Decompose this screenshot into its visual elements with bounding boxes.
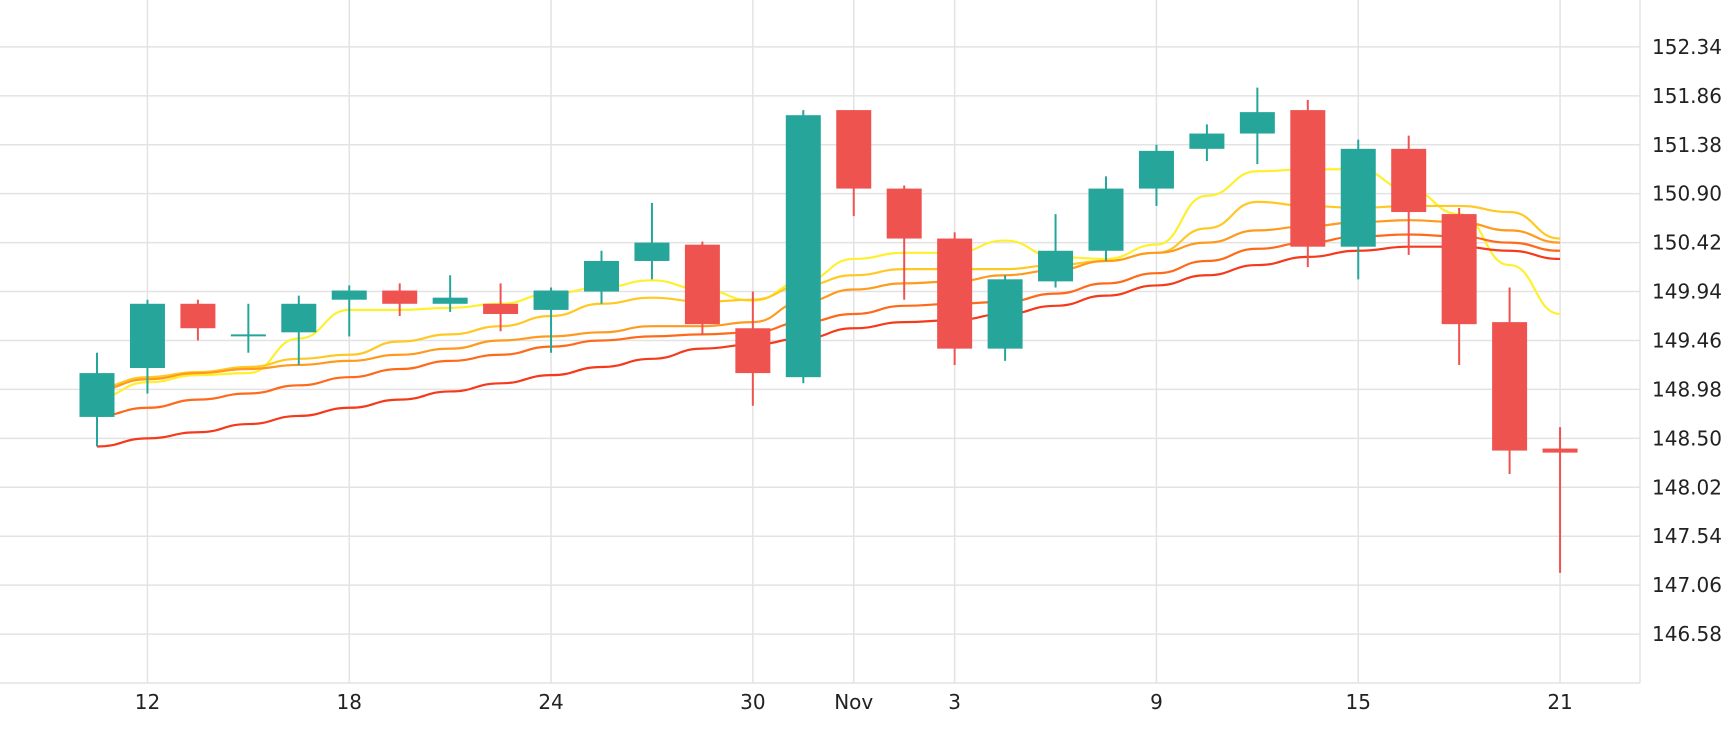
candle [937,232,973,365]
candle-body [1441,214,1477,325]
candle-body [382,290,418,304]
x-tick-label: 15 [1346,690,1371,714]
candle [1138,144,1174,206]
candle-body [1138,150,1174,189]
y-tick-label: 147.06 [1652,573,1722,597]
candle-layer [79,87,1578,573]
moving-average-layer [96,168,1561,448]
candle-body [1088,188,1124,251]
candle-body [331,290,367,300]
candle-body [1239,112,1275,134]
candle [785,110,821,384]
x-tick-label: Nov [834,690,873,714]
moving-average-line-5 [96,245,1561,448]
candle [1492,287,1528,475]
candle-body [129,303,165,369]
candle [735,291,771,406]
y-tick-label: 151.86 [1652,84,1722,108]
y-tick-label: 148.02 [1652,475,1722,499]
candle-body [180,303,216,329]
y-tick-label: 149.94 [1652,280,1722,304]
candle [1340,139,1376,280]
y-tick-label: 146.58 [1652,622,1722,646]
candle [331,285,367,337]
y-tick-label: 152.34 [1652,35,1722,59]
y-tick-label: 147.54 [1652,524,1722,548]
candle [533,287,569,353]
candle [483,283,519,332]
candle [836,110,872,217]
x-tick-label: 24 [538,690,563,714]
candle-body [483,303,519,314]
candle [634,202,670,280]
x-tick-label: 30 [740,690,765,714]
candle-body [79,373,115,417]
candle [129,299,165,394]
candle [987,275,1023,361]
candle-body [584,260,619,292]
candle-body [735,328,771,374]
candle [1441,207,1477,365]
candle [886,185,922,300]
candle-body [937,238,973,349]
candle-body [634,242,670,261]
candle-body [1542,448,1578,453]
candle [230,303,266,353]
x-tick-label: 18 [337,690,362,714]
candle-body [1038,250,1074,282]
y-axis: 146.58 147.06 147.54 148.02 148.50 148.98 149.… [1652,35,1722,646]
y-tick-label: 148.50 [1652,426,1722,450]
candle [1038,214,1074,288]
x-tick-label: 3 [948,690,961,714]
candle-body [281,303,317,333]
candle [1088,176,1124,261]
candle-body [836,110,872,189]
y-tick-label: 149.46 [1652,328,1722,352]
x-tick-label: 21 [1547,690,1572,714]
candle [1189,124,1225,162]
moving-average-line-1 [96,168,1561,399]
x-axis: 12 18 24 30 Nov 3 9 15 21 [135,690,1573,714]
y-tick-label: 151.38 [1652,133,1722,157]
y-tick-label: 150.90 [1652,182,1722,206]
candle [432,275,468,312]
candle-body [684,244,720,325]
candle [684,241,720,336]
candle-body [1189,133,1225,149]
candle [1290,99,1326,268]
candle [180,299,216,341]
y-tick-label: 148.98 [1652,377,1722,401]
candle-body [987,279,1023,349]
candle-body [1340,148,1376,247]
x-tick-label: 9 [1150,690,1163,714]
candle [1239,87,1275,165]
candle-body [1391,148,1427,213]
candle [1391,135,1427,255]
x-tick-label: 12 [135,690,160,714]
candle-body [886,188,922,239]
candle-body [1290,110,1326,247]
moving-average-line-3 [96,219,1561,391]
candle-body [533,290,569,310]
candle-body [432,297,468,304]
candle [79,352,115,447]
candle-body [1492,322,1528,451]
y-tick-label: 150.42 [1652,231,1722,255]
candle-body [785,115,821,378]
candle [584,250,619,304]
candle [281,295,317,365]
candle [382,283,418,317]
candle-body [230,334,266,337]
candle [1542,427,1578,573]
